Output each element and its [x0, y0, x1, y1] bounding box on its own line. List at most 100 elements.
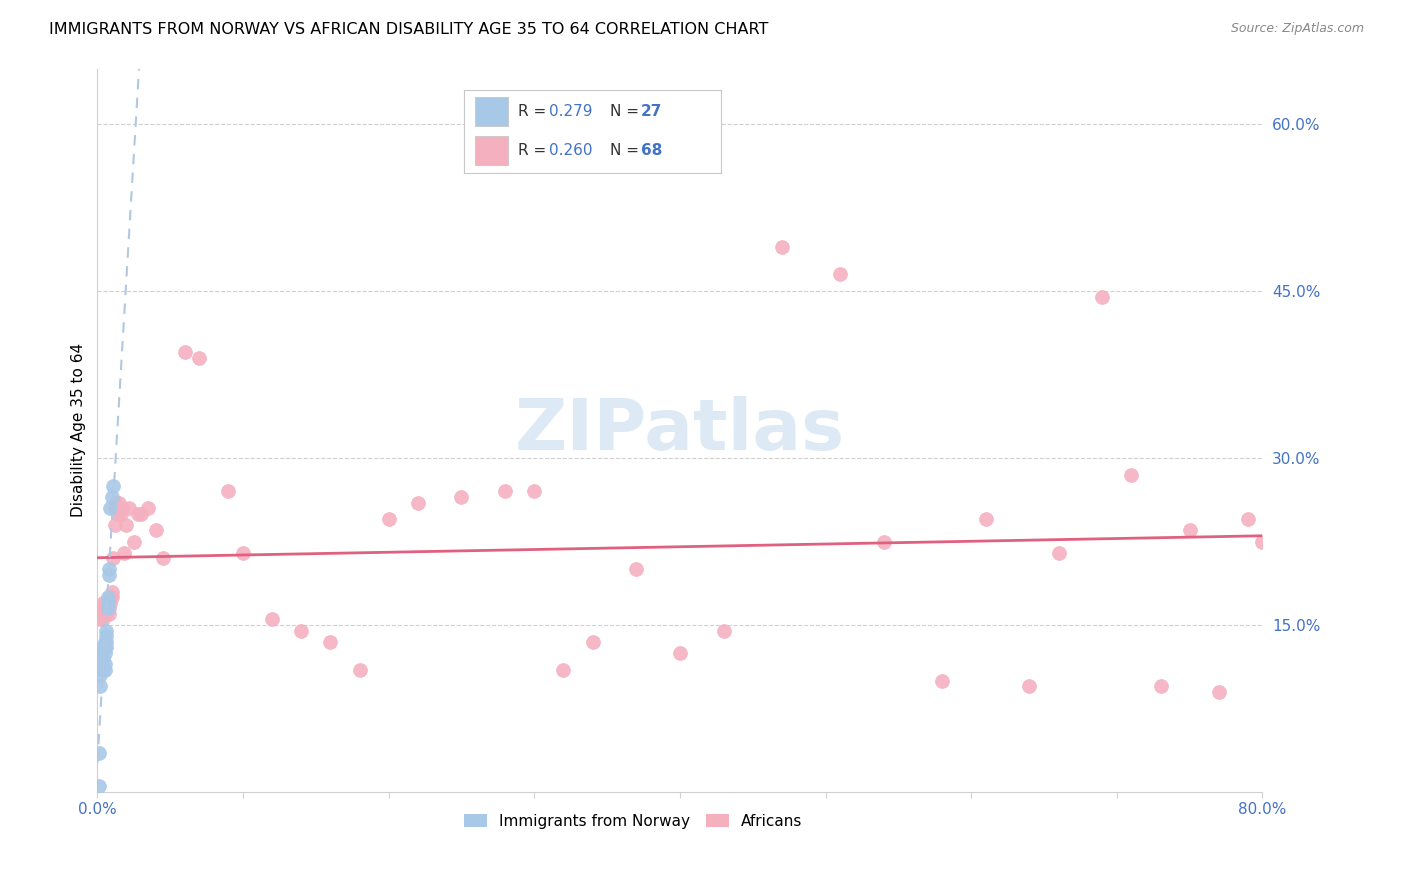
- Text: IMMIGRANTS FROM NORWAY VS AFRICAN DISABILITY AGE 35 TO 64 CORRELATION CHART: IMMIGRANTS FROM NORWAY VS AFRICAN DISABI…: [49, 22, 769, 37]
- Point: [931, 673, 953, 688]
- Point: [122, 534, 145, 549]
- Point: [89, 612, 111, 626]
- Point: [104, 517, 127, 532]
- Point: [1091, 290, 1114, 304]
- Point: [1208, 685, 1230, 699]
- Point: [89, 668, 111, 682]
- Point: [93, 663, 115, 677]
- Point: [1047, 546, 1070, 560]
- Point: [94, 629, 117, 643]
- Point: [262, 612, 284, 626]
- Point: [93, 646, 115, 660]
- Point: [100, 596, 122, 610]
- Point: [713, 624, 735, 638]
- Point: [290, 624, 312, 638]
- Point: [96, 601, 118, 615]
- Point: [93, 634, 115, 648]
- Point: [91, 612, 114, 626]
- Point: [90, 646, 112, 660]
- Point: [173, 345, 195, 359]
- Text: ZIPatlas: ZIPatlas: [515, 396, 845, 465]
- Point: [100, 501, 122, 516]
- Point: [1121, 467, 1143, 482]
- Point: [104, 501, 127, 516]
- Point: [111, 501, 134, 516]
- Point: [91, 663, 114, 677]
- Point: [108, 495, 131, 509]
- Point: [1149, 679, 1171, 693]
- Point: [87, 746, 110, 760]
- Point: [553, 663, 575, 677]
- Point: [1251, 534, 1274, 549]
- Point: [105, 495, 128, 509]
- Point: [96, 590, 118, 604]
- Text: Source: ZipAtlas.com: Source: ZipAtlas.com: [1230, 22, 1364, 36]
- Point: [98, 601, 121, 615]
- Point: [101, 584, 124, 599]
- Point: [96, 596, 118, 610]
- Point: [873, 534, 896, 549]
- Point: [152, 551, 174, 566]
- Point: [450, 490, 472, 504]
- Point: [91, 596, 114, 610]
- Point: [90, 607, 112, 621]
- Y-axis label: Disability Age 35 to 64: Disability Age 35 to 64: [72, 343, 86, 517]
- Point: [94, 640, 117, 655]
- Point: [93, 607, 115, 621]
- Point: [115, 517, 138, 532]
- Point: [94, 634, 117, 648]
- Point: [94, 607, 117, 621]
- Point: [377, 512, 399, 526]
- Point: [98, 568, 121, 582]
- Point: [91, 651, 114, 665]
- Point: [112, 546, 135, 560]
- Point: [103, 479, 125, 493]
- Point: [101, 490, 124, 504]
- Point: [136, 501, 159, 516]
- Point: [90, 601, 112, 615]
- Point: [87, 780, 110, 794]
- Point: [626, 562, 648, 576]
- Point: [523, 484, 546, 499]
- Point: [669, 646, 692, 660]
- Point: [110, 507, 132, 521]
- Point: [98, 562, 121, 576]
- Point: [105, 501, 128, 516]
- Point: [103, 551, 125, 566]
- Point: [94, 601, 117, 615]
- Point: [581, 634, 603, 648]
- Legend: Immigrants from Norway, Africans: Immigrants from Norway, Africans: [458, 807, 808, 835]
- Point: [96, 601, 118, 615]
- Point: [93, 601, 115, 615]
- Point: [830, 268, 852, 282]
- Point: [1178, 524, 1201, 538]
- Point: [91, 640, 114, 655]
- Point: [93, 640, 115, 655]
- Point: [494, 484, 516, 499]
- Point: [118, 501, 141, 516]
- Point: [770, 239, 793, 253]
- Point: [89, 679, 111, 693]
- Point: [100, 590, 122, 604]
- Point: [129, 507, 152, 521]
- Point: [406, 495, 429, 509]
- Point: [1237, 512, 1260, 526]
- Point: [90, 657, 112, 671]
- Point: [107, 507, 129, 521]
- Point: [90, 657, 112, 671]
- Point: [101, 590, 124, 604]
- Point: [217, 484, 239, 499]
- Point: [319, 634, 342, 648]
- Point: [93, 596, 115, 610]
- Point: [232, 546, 254, 560]
- Point: [349, 663, 371, 677]
- Point: [94, 624, 117, 638]
- Point: [974, 512, 997, 526]
- Point: [188, 351, 211, 365]
- Point: [127, 507, 149, 521]
- Point: [145, 524, 167, 538]
- Point: [93, 657, 115, 671]
- Point: [96, 596, 118, 610]
- Point: [98, 607, 121, 621]
- Point: [1018, 679, 1040, 693]
